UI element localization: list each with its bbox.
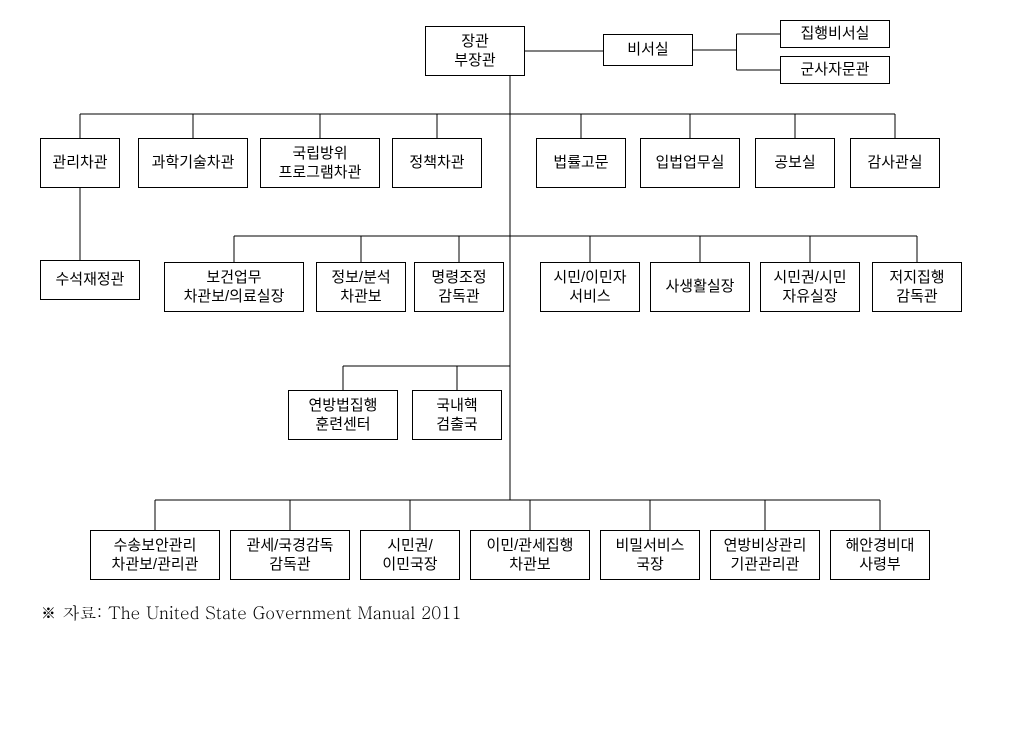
org-node-label: 차관보/관리관 [112,555,199,575]
org-node-label: 법률고문 [553,153,608,173]
org-node-exec: 집행비서실 [780,20,890,48]
org-node-r1g: 공보실 [755,138,835,188]
org-node-r1b: 과학기술차관 [138,138,248,188]
footnote-text: The United State Government Manual 2011 [108,600,462,624]
org-node-label: 저지집행 [889,268,944,288]
org-node-label: 이민국장 [382,555,437,575]
org-node-cfo: 수석재정관 [40,260,140,300]
org-node-label: 감독관 [438,287,479,307]
org-node-label: 정책차관 [409,153,464,173]
org-node-r4c: 시민권/이민국장 [360,530,460,580]
org-node-r4f: 연방비상관리기관관리관 [710,530,820,580]
org-node-r1e: 법률고문 [536,138,626,188]
org-node-label: 정보/분석 [331,268,390,288]
org-node-label: 감사관실 [867,153,922,173]
org-node-label: 입법업무실 [655,153,724,173]
org-node-label: 보건업무 [206,268,261,288]
org-node-label: 검출국 [436,415,477,435]
org-node-r4a: 수송보안관리차관보/관리관 [90,530,220,580]
org-node-label: 관세/국경감독 [247,536,334,556]
org-node-label: 프로그램차관 [279,163,362,183]
org-chart: 장관부장관 비서실 집행비서실군사자문관관리차관 과학기술차관 국립방위프로그램차관 정책… [20,20,989,710]
org-node-label: 차관보 [340,287,381,307]
org-node-r2g: 저지집행감독관 [872,262,962,312]
org-node-label: 연방법집행 [308,396,377,416]
org-node-r3b: 국내핵검출국 [412,390,502,440]
org-node-label: 집행비서실 [800,24,869,44]
org-node-label: 국내핵 [436,396,477,416]
org-node-label: 서비스 [569,287,610,307]
org-node-label: 수석재정관 [55,270,124,290]
org-node-label: 명령조정 [431,268,486,288]
org-node-label: 시민권/ [387,536,433,556]
org-node-label: 부장관 [454,51,495,71]
org-node-mil: 군사자문관 [780,56,890,84]
org-node-r2b: 정보/분석차관보 [316,262,406,312]
org-node-r4b: 관세/국경감독감독관 [230,530,350,580]
org-node-r4e: 비밀서비스국장 [600,530,700,580]
org-node-label: 군사자문관 [800,60,869,80]
org-node-label: 자유실장 [782,287,837,307]
org-node-label: 수송보안관리 [114,536,197,556]
org-node-r3a: 연방법집행훈련센터 [288,390,398,440]
org-node-r1h: 감사관실 [850,138,940,188]
org-node-r2e: 사생활실장 [650,262,750,312]
footnote-prefix: ※ 자료: [40,600,108,624]
org-node-r1a: 관리차관 [40,138,120,188]
org-node-r2a: 보건업무차관보/의료실장 [164,262,304,312]
org-node-label: 비서실 [627,40,668,60]
org-node-label: 감독관 [896,287,937,307]
org-node-label: 훈련센터 [315,415,370,435]
org-node-label: 공보실 [774,153,815,173]
org-node-label: 감독관 [269,555,310,575]
org-node-r4g: 해안경비대사령부 [830,530,930,580]
org-node-secoff: 비서실 [603,34,693,66]
org-node-label: 해안경비대 [845,536,914,556]
org-node-label: 관리차관 [52,153,107,173]
org-node-label: 기관관리관 [730,555,799,575]
org-node-r1c: 국립방위프로그램차관 [260,138,380,188]
org-node-label: 국장 [636,555,664,575]
org-node-label: 장관 [461,32,489,52]
org-node-r2f: 시민권/시민자유실장 [760,262,860,312]
org-node-label: 시민/이민자 [553,268,626,288]
org-node-label: 비밀서비스 [615,536,684,556]
org-node-label: 이민/관세집행 [487,536,574,556]
org-node-r2d: 시민/이민자서비스 [540,262,640,312]
org-node-label: 국립방위 [292,144,347,164]
org-node-r4d: 이민/관세집행차관보 [470,530,590,580]
org-node-label: 차관보 [509,555,550,575]
org-node-root: 장관부장관 [425,26,525,76]
source-footnote: ※ 자료: The United State Government Manual… [40,600,462,624]
org-node-label: 시민권/시민 [773,268,846,288]
org-node-label: 차관보/의료실장 [184,287,285,307]
org-node-r2c: 명령조정감독관 [414,262,504,312]
org-node-label: 사령부 [859,555,900,575]
org-node-r1f: 입법업무실 [640,138,740,188]
org-node-label: 사생활실장 [665,277,734,297]
org-node-r1d: 정책차관 [392,138,482,188]
org-node-label: 과학기술차관 [152,153,235,173]
org-node-label: 연방비상관리 [724,536,807,556]
